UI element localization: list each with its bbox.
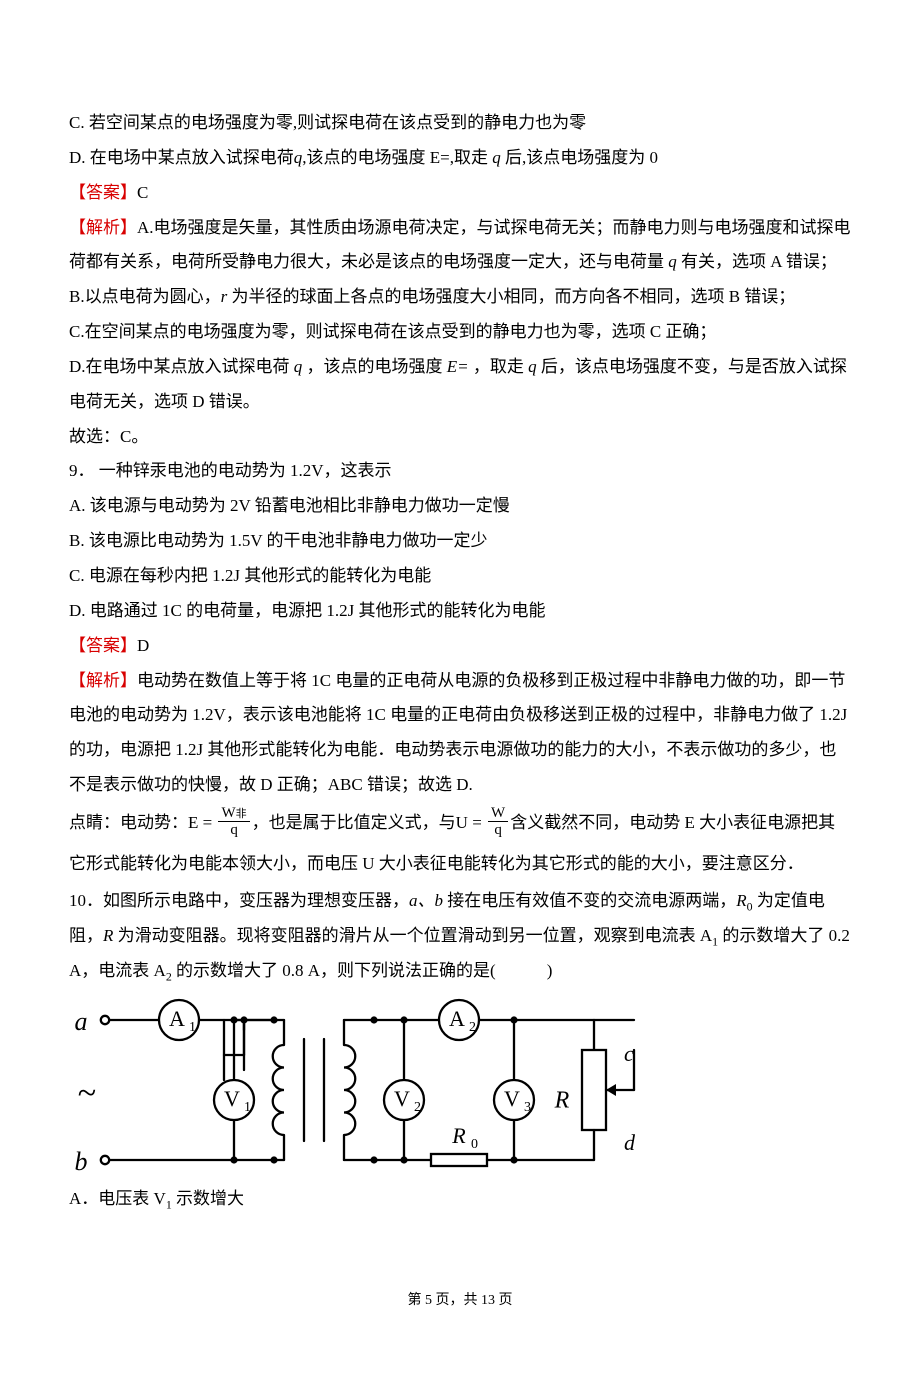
text: B.以点电荷为圆心， xyxy=(69,287,221,306)
q8-answer: 【答案】C xyxy=(69,176,851,211)
den: q xyxy=(218,822,249,839)
text: D.在电场中某点放入试探电荷 xyxy=(69,357,294,376)
var-e: E xyxy=(188,813,198,832)
var-e: E= xyxy=(443,357,473,376)
svg-text:V: V xyxy=(504,1086,520,1111)
text: ,该点的电场强度 E=,取走 xyxy=(302,148,492,167)
svg-text:A: A xyxy=(169,1006,185,1031)
text: 第 xyxy=(408,1293,426,1308)
q9-opt-d: D. 电路通过 1C 的电荷量，电源把 1.2J 其他形式的能转化为电能 xyxy=(69,594,851,629)
text: 有关，选项 A 错误； xyxy=(681,252,837,271)
text: A．电压表 V xyxy=(69,1189,166,1208)
q10-stem: 10．如图所示电路中，变压器为理想变压器，a、b 接在电压有效值不变的交流电源两… xyxy=(69,884,851,989)
text: 点睛：电动势： xyxy=(69,813,188,832)
answer-value: D xyxy=(137,636,149,655)
svg-text:1: 1 xyxy=(244,1100,251,1115)
analysis-label: 【解析】 xyxy=(69,671,137,690)
q9-opt-c: C. 电源在每秒内把 1.2J 其他形式的能转化为电能 xyxy=(69,559,851,594)
svg-text:2: 2 xyxy=(469,1020,476,1035)
q8-analysis: 【解析】A.电场强度是矢量，其性质由场源电荷决定，与试探电荷无关；而静电力则与电… xyxy=(69,211,851,281)
q9-analysis: 【解析】电动势在数值上等于将 1C 电量的正电荷从电源的负极移到正极过程中非静电… xyxy=(69,664,851,803)
var-r: r xyxy=(221,287,232,306)
var-q: q xyxy=(664,252,681,271)
num: W xyxy=(488,805,508,823)
circuit-diagram: aA1V1b~V2A2V3RcdR0 xyxy=(69,995,851,1178)
fraction-w-q2: Wq xyxy=(488,805,508,839)
svg-text:0: 0 xyxy=(471,1137,478,1152)
q9-tip: 点睛：电动势：E = W非q，也是属于比值定义式，与U = Wq含义截然不同，电… xyxy=(69,803,851,885)
q9-stem: 9． 一种锌汞电池的电动势为 1.2V，这表示 xyxy=(69,454,851,489)
var-r: R xyxy=(103,926,118,945)
var-r0: R xyxy=(736,891,746,910)
text: 后,该点电场强度为 0 xyxy=(501,148,658,167)
svg-text:V: V xyxy=(224,1086,240,1111)
q9-opt-b: B. 该电源比电动势为 1.5V 的干电池非静电力做功一定少 xyxy=(69,524,851,559)
svg-text:R: R xyxy=(451,1123,466,1148)
text: 10．如图所示电路中，变压器为理想变压器， xyxy=(69,891,409,910)
var-q: q xyxy=(294,148,303,167)
num: W xyxy=(221,805,235,821)
var-ab: a、b xyxy=(409,891,447,910)
answer-value: C xyxy=(137,183,148,202)
text: ，取走 xyxy=(473,357,524,376)
text: 电动势在数值上等于将 1C 电量的正电荷从电源的负极移到正极过程中非静电力做的功… xyxy=(69,671,847,795)
text: 为半径的球面上各点的电场强度大小相同，而方向各不相同，选项 B 错误； xyxy=(231,287,795,306)
var-q: q xyxy=(294,357,307,376)
var-q: q xyxy=(492,148,501,167)
analysis-label: 【解析】 xyxy=(69,218,137,237)
fraction-w-q: W非q xyxy=(218,805,249,839)
text: 的示数增大了 0.8 A，则下列说法正确的是( ) xyxy=(172,961,553,980)
page-current: 5 xyxy=(425,1293,432,1308)
q9-answer: 【答案】D xyxy=(69,629,851,664)
svg-text:a: a xyxy=(75,1007,88,1036)
q10-opt-a: A．电压表 V1 示数增大 xyxy=(69,1182,851,1217)
svg-text:R: R xyxy=(554,1088,570,1114)
answer-label: 【答案】 xyxy=(69,183,137,202)
svg-text:c: c xyxy=(624,1041,634,1066)
var-q: q xyxy=(524,357,541,376)
eq: = xyxy=(198,813,216,832)
svg-text:2: 2 xyxy=(414,1100,421,1115)
q8-ana-b: B.以点电荷为圆心，r 为半径的球面上各点的电场强度大小相同，而方向各不相同，选… xyxy=(69,280,851,315)
var-u: U xyxy=(456,813,468,832)
q8-ana-d: D.在电场中某点放入试探电荷 q ，该点的电场强度 E= ，取走 q 后，该点电… xyxy=(69,350,851,420)
text: 页 xyxy=(495,1293,513,1308)
text: 接在电压有效值不变的交流电源两端， xyxy=(447,891,736,910)
svg-text:1: 1 xyxy=(189,1020,196,1035)
text: ，也是属于比值定义式，与 xyxy=(252,813,456,832)
text: D. 在电场中某点放入试探电荷 xyxy=(69,148,294,167)
q8-opt-c: C. 若空间某点的电场强度为零,则试探电荷在该点受到的静电力也为零 xyxy=(69,106,851,141)
text: 页，共 xyxy=(432,1293,481,1308)
text: ，该点的电场强度 xyxy=(307,357,443,376)
q8-ana-c: C.在空间某点的电场强度为零，则试探电荷在该点受到的静电力也为零，选项 C 正确… xyxy=(69,315,851,350)
svg-text:d: d xyxy=(624,1130,636,1155)
page-footer: 第 5 页，共 13 页 xyxy=(69,1287,851,1316)
eq: = xyxy=(468,813,486,832)
svg-text:b: b xyxy=(75,1147,88,1176)
q8-ana-end: 故选：C。 xyxy=(69,420,851,455)
svg-text:~: ~ xyxy=(78,1075,96,1112)
svg-text:V: V xyxy=(394,1086,410,1111)
answer-label: 【答案】 xyxy=(69,636,137,655)
svg-text:3: 3 xyxy=(524,1100,531,1115)
num-sub: 非 xyxy=(236,808,247,820)
q8-opt-d: D. 在电场中某点放入试探电荷q,该点的电场强度 E=,取走 q 后,该点电场强… xyxy=(69,141,851,176)
text: 示数增大 xyxy=(172,1189,244,1208)
den: q xyxy=(488,822,508,839)
q9-opt-a: A. 该电源与电动势为 2V 铅蓄电池相比非静电力做功一定慢 xyxy=(69,489,851,524)
text: 为滑动变阻器。现将变阻器的滑片从一个位置滑动到另一位置，观察到电流表 A xyxy=(118,926,713,945)
svg-text:A: A xyxy=(449,1006,465,1031)
page-total: 13 xyxy=(481,1293,495,1308)
